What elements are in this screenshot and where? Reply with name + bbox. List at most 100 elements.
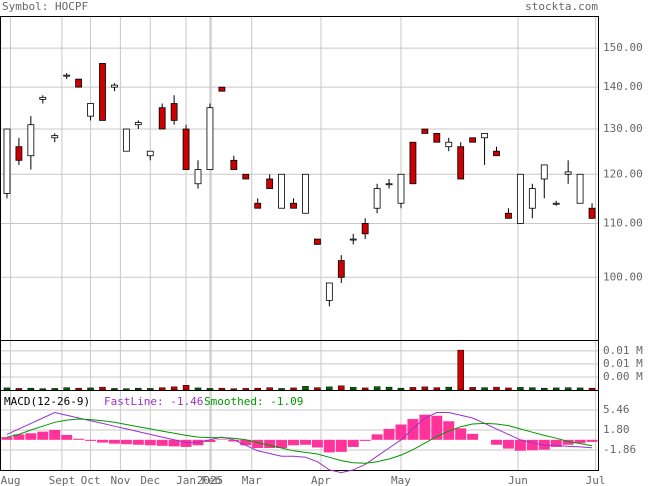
- histogram-bar: [574, 439, 586, 444]
- candle-body: [302, 173, 309, 214]
- volume-bar: [75, 387, 82, 391]
- volume-bar: [254, 387, 261, 391]
- histogram-bar: [228, 439, 240, 442]
- x-tick-label: Dec: [140, 474, 160, 486]
- y-tick-label: 0.00 M: [603, 370, 643, 383]
- histogram-bar: [276, 439, 288, 449]
- candle-body: [516, 173, 524, 224]
- candle-body: [99, 63, 106, 121]
- x-tick-label: Feb: [201, 474, 221, 486]
- candle-body: [457, 146, 465, 180]
- y-tick-label: 120.00: [603, 167, 643, 180]
- candle-body: [111, 84, 118, 88]
- volume-bar: [409, 387, 417, 391]
- histogram-bar: [562, 439, 574, 445]
- histogram-bar: [144, 439, 156, 446]
- candle-body: [3, 128, 11, 194]
- histogram-bar: [49, 429, 61, 440]
- histogram-bar: [132, 439, 144, 445]
- site: stockta.com: [525, 0, 598, 13]
- volume-bar: [481, 387, 488, 391]
- x-tick-label: Mar: [242, 474, 262, 486]
- y-tick-label: 140.00: [603, 80, 643, 93]
- candle-body: [87, 103, 94, 117]
- candle-body: [206, 107, 214, 170]
- volume-bar: [457, 349, 464, 391]
- candle-body: [158, 107, 166, 130]
- candle-body: [576, 173, 584, 204]
- histogram-bar: [467, 433, 479, 440]
- histogram-bar: [586, 439, 598, 442]
- volume-bar: [111, 388, 118, 391]
- volume-bar: [170, 386, 178, 391]
- candle-body: [361, 223, 369, 235]
- symbol: Symbol: HOCPF: [2, 0, 88, 13]
- volume-bar: [218, 387, 226, 391]
- candle-body: [146, 150, 154, 157]
- candle-body: [469, 137, 477, 143]
- histogram-bar: [383, 428, 395, 440]
- histogram-bar: [120, 439, 132, 445]
- candle-body: [481, 132, 488, 139]
- volume-bar: [517, 387, 524, 391]
- histogram-bar: [216, 439, 228, 440]
- candle-body: [552, 202, 560, 205]
- candle-body: [385, 183, 393, 186]
- volume-bar: [99, 386, 106, 391]
- candle-body: [397, 173, 405, 204]
- volume-bar: [338, 385, 345, 391]
- volume-bar: [194, 387, 202, 391]
- histogram-bar: [204, 439, 216, 443]
- volume-bar: [15, 388, 23, 391]
- histogram-bar: [96, 439, 108, 443]
- candle-body: [230, 159, 238, 170]
- histogram-bar: [299, 439, 311, 445]
- volume-bar: [123, 388, 130, 391]
- histogram-bar: [335, 439, 347, 452]
- x-tick-label: Jun: [508, 474, 528, 486]
- volume-bar: [469, 387, 476, 391]
- volume-bar: [206, 388, 214, 391]
- histogram-bar: [359, 439, 371, 441]
- histogram-bar: [443, 421, 455, 440]
- volume-bar: [242, 388, 250, 391]
- y-tick-label: 130.00: [603, 122, 643, 135]
- histogram-bar: [550, 439, 562, 447]
- y-tick-label: 150.00: [603, 41, 643, 54]
- histogram-bar: [264, 439, 276, 449]
- histogram-bar: [455, 428, 467, 440]
- candle-body: [433, 132, 441, 143]
- candle-body: [421, 128, 429, 134]
- volume-bar: [588, 387, 596, 391]
- histogram-bar: [85, 439, 97, 441]
- x-tick-label: 2025: [197, 474, 224, 486]
- x-tick-label: Sept: [49, 474, 76, 486]
- volume-bar: [278, 388, 285, 391]
- x-tick-label: Nov: [110, 474, 130, 486]
- candle-body: [564, 171, 572, 175]
- candle-body: [493, 150, 500, 157]
- histogram-bar: [431, 415, 443, 440]
- volume-bar: [326, 386, 333, 391]
- candle-body: [337, 260, 345, 278]
- volume-bar: [135, 387, 142, 391]
- volume-bar: [564, 387, 572, 391]
- candle-body: [51, 135, 59, 139]
- volume-bar: [182, 385, 190, 391]
- volume-bar: [158, 387, 166, 391]
- volume-bar: [314, 387, 321, 391]
- volume-bar: [433, 387, 441, 391]
- volume-bar: [39, 388, 47, 391]
- x-tick-label: Jul: [586, 474, 606, 486]
- histogram-bar: [73, 438, 85, 440]
- histogram-bar: [419, 414, 431, 440]
- histogram-bar: [108, 439, 120, 444]
- x-tick-label: Oct: [81, 474, 101, 486]
- y-tick-label: 110.00: [603, 216, 643, 229]
- candle-body: [27, 124, 35, 157]
- candle-body: [528, 188, 536, 209]
- panel-frame: [0, 390, 599, 471]
- volume-bar: [290, 387, 297, 391]
- histogram-bar: [180, 439, 192, 447]
